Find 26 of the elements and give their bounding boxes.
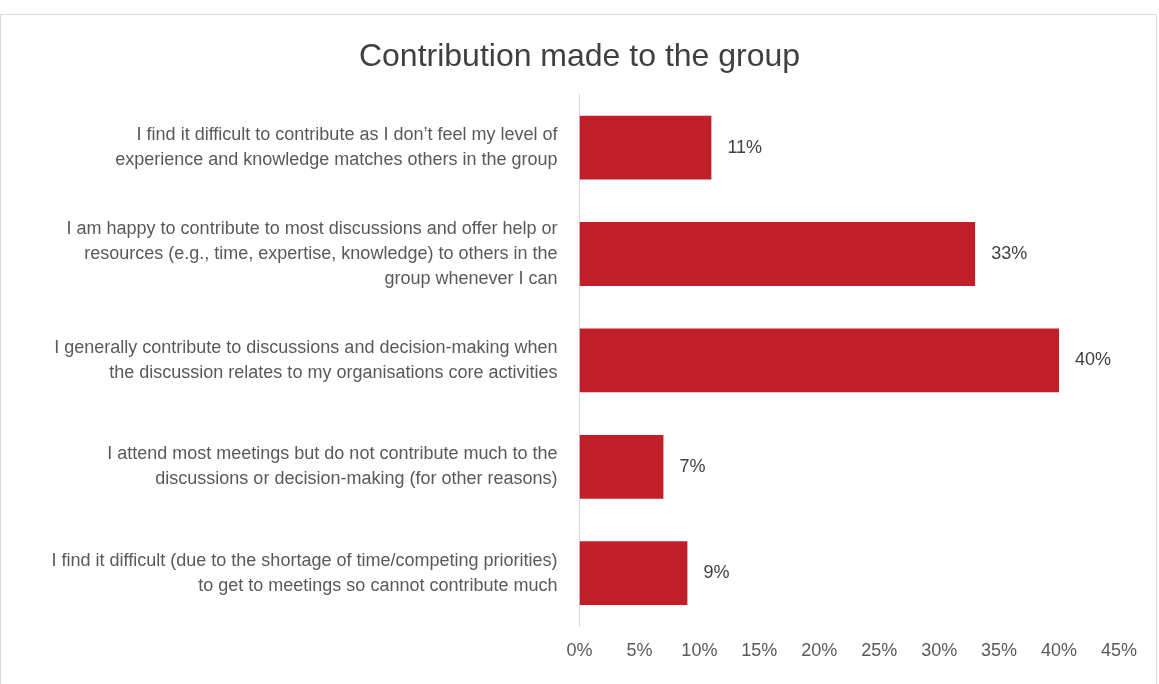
chart-title: Contribution made to the group (358, 37, 801, 74)
x-tick-label: 40% (1041, 640, 1078, 661)
bar (579, 541, 688, 606)
bar (579, 328, 1060, 393)
x-tick-label: 45% (1100, 640, 1138, 661)
x-tick-label: 35% (981, 640, 1018, 661)
y-tick-label: I am happy to contribute to most discussions and offer help or resources (e.g., time, expertise, knowledge) to others in the group whenever I can (66, 217, 558, 289)
x-tick-label: 30% (921, 640, 958, 661)
bar (579, 222, 976, 286)
bar (579, 115, 712, 180)
x-tick-label: 0% (566, 640, 593, 661)
y-tick-label: I find it difficult (due to the shortage of time/competing priorities) to get to meetings so cannot contribute much (51, 549, 558, 595)
y-tick-label: I generally contribute to discussions and decision-making when the discussion relates to my organisations core activities (54, 336, 558, 382)
data-label: 7% (679, 455, 706, 476)
x-tick-label: 25% (861, 640, 898, 661)
data-label: 11% (727, 136, 763, 157)
x-tick-label: 5% (626, 640, 653, 661)
x-tick-label: 15% (741, 640, 778, 661)
x-tick-label: 10% (681, 640, 718, 661)
data-label: 9% (703, 562, 730, 583)
y-tick-label: I find it difficult to contribute as I don’t feel my level of experience and knowledge matches others in the group (115, 123, 559, 170)
bar (579, 434, 664, 499)
x-tick-label: 20% (801, 640, 838, 661)
data-label: 40% (1075, 349, 1112, 370)
y-tick-label: I attend most meetings but do not contribute much to the discussions or decision-making (for other reasons) (107, 443, 558, 489)
data-label: 33% (991, 242, 1028, 263)
